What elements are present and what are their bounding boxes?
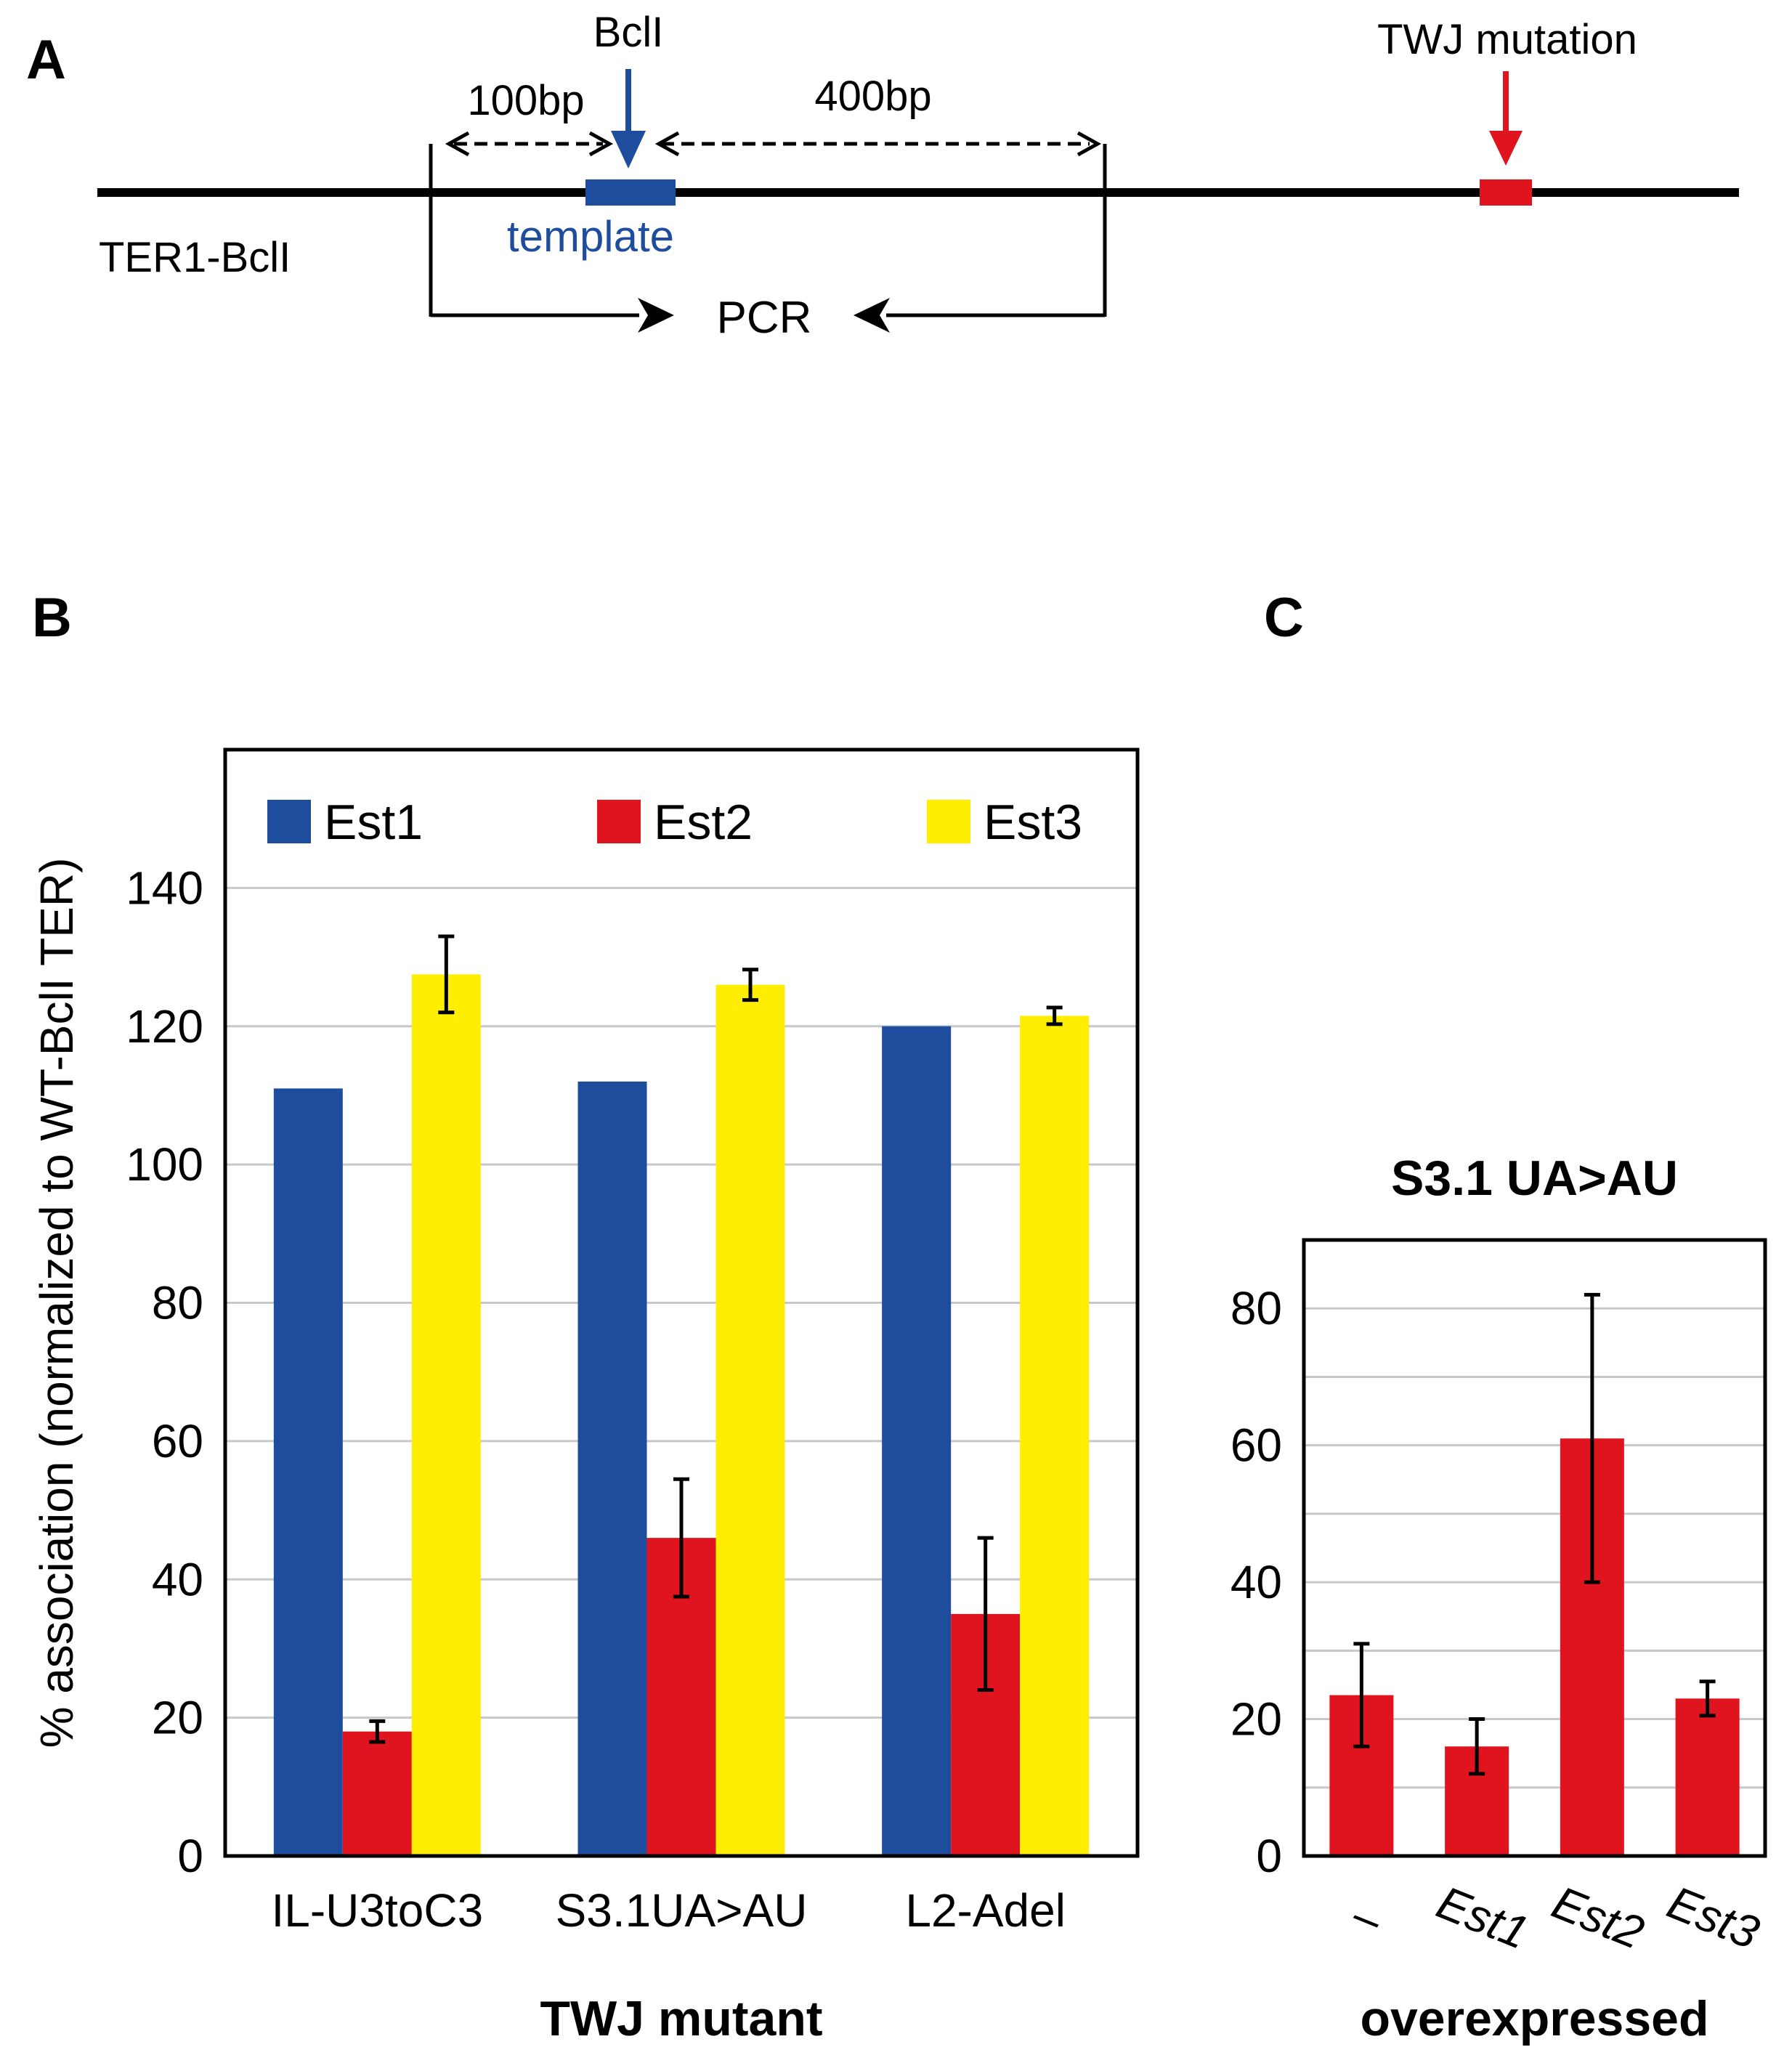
distance-100bp — [445, 131, 614, 157]
distance-400bp — [654, 131, 1102, 157]
mutation-box — [1480, 179, 1532, 206]
y-tick-label: 140 — [126, 862, 203, 914]
template-box — [585, 179, 676, 206]
bar-est2-1 — [342, 1731, 412, 1856]
y-tick-label: 80 — [1231, 1282, 1282, 1334]
legend-entry: Est3 — [927, 795, 1082, 850]
y-tick-label: 0 — [177, 1830, 203, 1882]
chart-b: 0 20 40 60 80 100 120 140 IL-U3toC3 S3.1UA>AU L2-A… — [31, 747, 1140, 2046]
right-distance-label: 400bp — [814, 73, 931, 120]
x-axis-label: overexpressed — [1360, 1991, 1708, 2046]
error-bar — [1046, 1005, 1063, 1026]
pcr-reverse-arrow-icon — [854, 298, 890, 333]
panel-a: A TER1-BclI template BclI TWJ mutation 1… — [26, 9, 1739, 343]
panel-a-label: A — [26, 29, 66, 91]
x-category-label: – — [1345, 1888, 1390, 1947]
y-tick-label: 60 — [152, 1415, 203, 1467]
chart-title: S3.1 UA>AU — [1391, 1151, 1678, 1206]
plot-frame — [223, 747, 1140, 1858]
construct-label: TER1-BclI — [99, 234, 291, 281]
error-bar — [1469, 1717, 1485, 1776]
bar-est3-3 — [1020, 1016, 1090, 1856]
legend-label: Est2 — [654, 795, 753, 850]
y-tick-label: 60 — [1231, 1419, 1282, 1472]
error-bar — [977, 1536, 994, 1693]
x-category-label: Est3 — [1661, 1876, 1767, 1959]
bar-est1-2 — [577, 1081, 647, 1856]
y-tick-label: 40 — [152, 1553, 203, 1605]
y-tick-label: 20 — [152, 1692, 203, 1744]
bar-est1-1 — [273, 1088, 343, 1856]
legend-label: Est3 — [984, 795, 1082, 850]
error-bar — [438, 934, 455, 1015]
mutation-arrow-icon — [1489, 131, 1523, 166]
error-bar — [742, 968, 758, 1002]
error-bar — [369, 1719, 386, 1744]
y-tick-label: 80 — [152, 1277, 203, 1329]
y-tick-label: 0 — [1256, 1830, 1282, 1882]
legend-entry: Est1 — [267, 795, 423, 850]
bar-est3-2 — [715, 984, 785, 1856]
plot-frame — [1302, 1238, 1767, 1858]
error-bar — [1699, 1679, 1716, 1718]
bcli-label: BclI — [593, 9, 664, 56]
bar-est3-1 — [411, 974, 481, 1856]
legend-label: Est1 — [324, 795, 423, 850]
x-category-label: L2-Adel — [905, 1884, 1066, 1937]
x-axis-label: TWJ mutant — [540, 1991, 822, 2046]
error-bar — [1353, 1642, 1370, 1748]
x-category-label: Est2 — [1545, 1876, 1651, 1959]
x-category-label: Est1 — [1430, 1876, 1536, 1959]
chart-c: 0 20 40 60 80 – Est1 Est2 Est3 overexpressed S3.1 … — [1231, 1151, 1767, 2046]
pcr-bracket — [429, 144, 1107, 333]
y-tick-label: 120 — [126, 1000, 203, 1053]
template-label: template — [507, 212, 674, 261]
bar-est2-association-4 — [1675, 1698, 1740, 1856]
bcli-arrow-icon — [611, 131, 646, 169]
legend-swatch — [597, 800, 641, 843]
pcr-label: PCR — [717, 293, 812, 343]
mutation-label: TWJ mutation — [1377, 16, 1637, 63]
legend-swatch — [267, 800, 311, 843]
y-tick-label: 100 — [126, 1138, 203, 1191]
error-bar — [673, 1477, 689, 1599]
error-bar — [1584, 1292, 1600, 1584]
legend-entry: Est2 — [597, 795, 753, 850]
x-category-label: IL-U3toC3 — [271, 1884, 483, 1937]
y-tick-label: 40 — [1231, 1556, 1282, 1608]
left-distance-label: 100bp — [467, 77, 584, 124]
legend-swatch — [927, 800, 970, 843]
panel-c-label: C — [1264, 587, 1304, 649]
pcr-forward-arrow-icon — [638, 298, 674, 333]
panel-b-label: B — [32, 587, 72, 649]
x-category-label: S3.1UA>AU — [556, 1884, 808, 1937]
y-axis-label: % association (normalized to WT-BclI TER… — [31, 858, 83, 1748]
y-tick-label: 20 — [1231, 1693, 1282, 1746]
bar-est1-3 — [882, 1026, 952, 1856]
